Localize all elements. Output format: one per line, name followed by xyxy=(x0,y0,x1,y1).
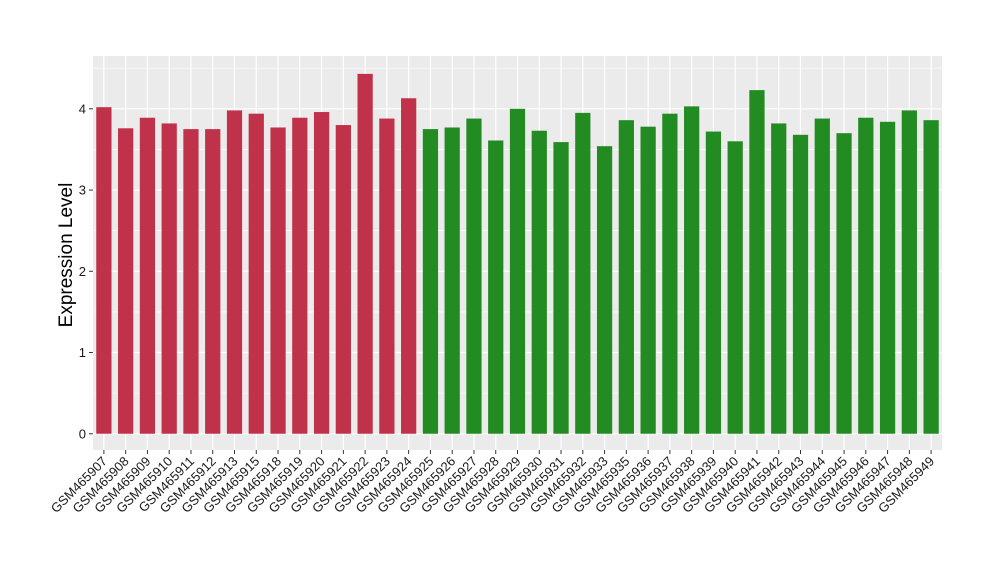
bars xyxy=(96,73,939,434)
bar-GSM465908 xyxy=(118,128,134,434)
bar-GSM465943 xyxy=(792,134,809,434)
bar-GSM465939 xyxy=(705,131,722,434)
y-axis-title: Expression Level xyxy=(56,183,77,328)
bar-GSM465936 xyxy=(640,126,656,434)
bar-GSM465935 xyxy=(618,120,634,434)
bar-GSM465931 xyxy=(553,142,569,434)
bar-GSM465927 xyxy=(466,118,482,434)
bar-GSM465907 xyxy=(96,107,112,434)
bar-GSM465923 xyxy=(379,118,395,434)
bar-GSM465915 xyxy=(248,113,264,434)
bar-GSM465924 xyxy=(401,98,417,434)
bar-GSM465919 xyxy=(292,117,308,434)
bar-GSM465920 xyxy=(313,112,330,434)
bar-GSM465937 xyxy=(662,113,678,434)
bar-GSM465942 xyxy=(771,123,787,434)
bar-GSM465940 xyxy=(727,141,743,434)
bar-GSM465921 xyxy=(335,125,351,434)
bar-GSM465911 xyxy=(183,129,199,434)
y-tick-label: 3 xyxy=(79,183,86,198)
bar-GSM465947 xyxy=(879,121,896,434)
bar-GSM465946 xyxy=(858,117,874,434)
x-axis: GSM465907GSM465908GSM465909GSM465910GSM4… xyxy=(48,450,937,516)
y-tick-label: 2 xyxy=(79,264,86,279)
bar-GSM465928 xyxy=(488,140,504,434)
bar-GSM465933 xyxy=(596,146,613,434)
bar-GSM465913 xyxy=(226,110,243,434)
y-tick-label: 0 xyxy=(79,426,86,441)
bar-GSM465926 xyxy=(444,127,460,434)
bar-GSM465918 xyxy=(270,127,286,434)
y-tick-label: 4 xyxy=(79,101,86,116)
bar-GSM465910 xyxy=(161,123,177,434)
bar-GSM465912 xyxy=(205,129,221,434)
bar-GSM465949 xyxy=(923,120,939,434)
bar-GSM465941 xyxy=(749,90,765,434)
bar-GSM465925 xyxy=(422,129,439,434)
bar-GSM465932 xyxy=(575,112,591,434)
bar-GSM465929 xyxy=(509,108,526,434)
y-tick-label: 1 xyxy=(79,345,86,360)
bar-GSM465938 xyxy=(684,106,700,434)
bar-GSM465945 xyxy=(836,133,852,434)
bar-GSM465948 xyxy=(901,110,917,434)
bar-GSM465922 xyxy=(357,73,373,434)
bar-GSM465944 xyxy=(814,118,830,434)
y-axis: 0 1 2 3 4 xyxy=(79,101,93,441)
bar-GSM465930 xyxy=(531,130,547,434)
bar-GSM465909 xyxy=(139,117,156,434)
